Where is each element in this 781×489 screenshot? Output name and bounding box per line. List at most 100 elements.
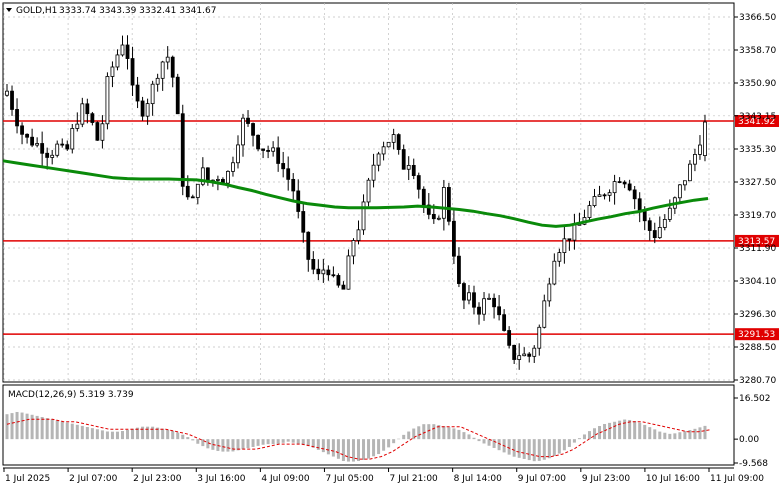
candle-body: [371, 164, 376, 181]
macd-bar: [527, 439, 531, 461]
candle-body: [241, 117, 245, 146]
price-tick-label: 3280.70: [739, 376, 776, 386]
macd-bar: [131, 428, 135, 440]
candle-body: [537, 326, 542, 349]
candle-body: [85, 103, 90, 115]
candle-body: [472, 292, 476, 308]
macd-bar: [256, 439, 260, 446]
macd-bar: [95, 429, 99, 440]
macd-signal-line: [6, 418, 711, 460]
candle-body: [140, 100, 145, 117]
macd-bar: [668, 433, 672, 440]
candle-body: [547, 283, 552, 302]
candle-body: [35, 143, 40, 146]
candle-body: [100, 123, 105, 141]
macd-bar: [678, 432, 682, 440]
candle-body: [597, 194, 602, 197]
macd-bar: [633, 421, 637, 440]
macd-bar: [115, 431, 119, 440]
candle-body: [477, 306, 481, 315]
macd-axis: 16.502 0.00 -9.568: [734, 394, 771, 469]
triangle-down-icon[interactable]: [6, 8, 12, 12]
chart-header[interactable]: GOLD,H1 3333.74 3343.39 3332.41 3341.67: [6, 6, 216, 16]
macd-bar: [151, 426, 155, 440]
level-price-label: 3291.53: [738, 330, 775, 340]
time-tick-label: 11 Jul 09:00: [710, 474, 764, 484]
macd-bar: [598, 426, 602, 440]
candle-body: [587, 205, 592, 218]
macd-bar: [216, 439, 220, 451]
macd-bar: [291, 439, 295, 443]
candle-body: [386, 141, 391, 148]
macd-bar: [105, 431, 109, 440]
time-tick-label: 3 Jul 16:00: [197, 474, 246, 484]
candle-body: [411, 165, 416, 176]
candle-body: [20, 125, 24, 135]
macd-bar: [196, 439, 200, 444]
macd-bar: [567, 439, 571, 447]
macd-bar: [507, 439, 511, 455]
macd-bar: [306, 439, 310, 447]
candle-body: [592, 196, 597, 206]
macd-bar: [422, 424, 426, 440]
candle-body: [652, 230, 657, 239]
macd-bar: [402, 434, 406, 440]
macd-bar: [703, 425, 707, 440]
candle-body: [421, 188, 426, 206]
candle-body: [693, 154, 697, 165]
macd-bar: [613, 421, 617, 440]
candle-body: [612, 181, 617, 194]
macd-bar: [442, 426, 446, 440]
candle-body: [150, 83, 155, 105]
candle-body: [301, 211, 306, 233]
time-tick-label: 10 Jul 16:00: [646, 474, 700, 484]
macd-bar: [517, 439, 521, 458]
macd-bar: [628, 419, 632, 440]
macd-bar: [176, 432, 180, 440]
macd-bar: [341, 439, 345, 462]
macd-bar: [236, 439, 240, 451]
macd-bar: [206, 439, 210, 449]
price-tick-label: 3319.70: [739, 211, 776, 221]
macd-bar: [241, 439, 245, 450]
macd-bar: [367, 439, 371, 459]
macd-bar: [477, 439, 481, 442]
macd-bar: [447, 427, 451, 440]
macd-bar: [497, 439, 501, 451]
macd-bar: [693, 428, 697, 440]
candle-body: [703, 121, 707, 157]
candle-body: [487, 297, 491, 300]
candle-body: [30, 136, 35, 146]
macd-bar: [226, 439, 230, 452]
macd-bar: [603, 423, 607, 440]
candle-body: [431, 213, 436, 220]
candle-body: [45, 152, 50, 158]
candle-body: [316, 268, 321, 275]
macd-bar: [251, 439, 255, 447]
candle-body: [135, 84, 140, 102]
macd-bar: [572, 439, 576, 443]
level-price-tag: [735, 328, 779, 341]
candle-body: [492, 297, 496, 308]
macd-bar: [15, 411, 19, 440]
macd-bar: [171, 430, 175, 440]
candle-body: [647, 220, 652, 231]
macd-bar: [512, 439, 516, 457]
macd-bar: [186, 437, 190, 440]
candle-body: [80, 103, 85, 125]
candle-body: [632, 189, 637, 200]
macd-bar: [432, 424, 436, 440]
ohlc-readout: 3333.74 3343.39 3332.41 3341.67: [59, 6, 216, 16]
macd-bar: [698, 427, 702, 440]
macd-bar: [281, 439, 285, 443]
macd-bar: [35, 415, 39, 440]
time-tick-label: 7 Jul 21:00: [390, 474, 439, 484]
time-tick-label: 7 Jul 05:00: [325, 474, 374, 484]
macd-bar: [161, 428, 165, 440]
candle-body: [256, 134, 260, 150]
candle-body: [271, 147, 276, 152]
time-tick-label: 4 Jul 09:00: [261, 474, 310, 484]
candle-body: [602, 194, 607, 197]
candle-body: [607, 192, 612, 196]
macd-bar: [136, 427, 140, 440]
